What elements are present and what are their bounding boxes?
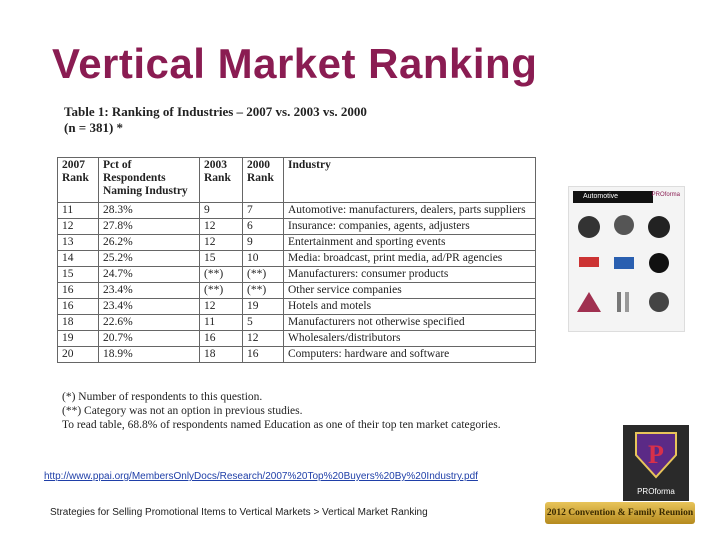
table-cell: (**) (199, 282, 243, 299)
table-cell: 13 (57, 234, 99, 251)
svg-text:P: P (648, 440, 664, 469)
catalog-image: Automotive PROforma (568, 186, 685, 332)
table-subcaption: (n = 381) * (64, 120, 124, 135)
table-cell: 16 (242, 346, 284, 363)
header-row: 2007 Rank Pct of Respondents Naming Indus… (57, 157, 536, 203)
table-row: 16 23.4% (**) (**) Other service companies (57, 282, 536, 299)
table-cell: Media: broadcast, print media, ad/PR age… (283, 250, 536, 267)
table-cell: 19 (57, 330, 99, 347)
table-cell: 11 (57, 202, 99, 219)
table-row: 20 18.9% 18 16 Computers: hardware and softw… (57, 346, 536, 363)
table-cell: Automotive: manufacturers, dealers, part… (283, 202, 536, 219)
table-cell: (**) (242, 282, 284, 299)
table-cell: 10 (242, 250, 284, 267)
table-cell: 23.4% (98, 282, 200, 299)
table-cell: 12 (199, 234, 243, 251)
table-cell: 6 (242, 218, 284, 235)
convention-badge: 2012 Convention & Family Reunion (545, 502, 695, 524)
table-row: 14 25.2% 15 10 Media: broadcast, print media… (57, 250, 536, 267)
table-row: 15 24.7% (**) (**) Manufacturers: consumer p… (57, 266, 536, 283)
table-note: To read table, 68.8% of respondents name… (62, 419, 501, 431)
table-cell: 16 (199, 330, 243, 347)
catalog-products (577, 215, 670, 312)
logo-shield: P (635, 432, 677, 479)
table-row: 16 23.4% 12 19 Hotels and motels (57, 298, 536, 315)
ranking-table: 2007 Rank Pct of Respondents Naming Indus… (57, 157, 536, 363)
table-cell: Hotels and motels (283, 298, 536, 315)
header-cell: Industry (283, 157, 536, 203)
table-row: 18 22.6% 11 5 Manufacturers not otherwise sp… (57, 314, 536, 331)
table-cell: 20.7% (98, 330, 200, 347)
catalog-heading: Automotive (573, 191, 653, 203)
table-cell: 15 (199, 250, 243, 267)
table-cell: Computers: hardware and software (283, 346, 536, 363)
proforma-logo: P PROforma (623, 425, 689, 501)
table-cell: 25.2% (98, 250, 200, 267)
header-cell: 2007 Rank (57, 157, 99, 203)
table-cell: 18.9% (98, 346, 200, 363)
table-cell: 24.7% (98, 266, 200, 283)
table-cell: 14 (57, 250, 99, 267)
table-row: 12 27.8% 12 6 Insurance: companies, agents, … (57, 218, 536, 235)
table-cell: 12 (242, 330, 284, 347)
table-row: 19 20.7% 16 12 Wholesalers/distributors (57, 330, 536, 347)
table-cell: 18 (57, 314, 99, 331)
table-cell: 26.2% (98, 234, 200, 251)
table-cell: (**) (242, 266, 284, 283)
table-cell: 7 (242, 202, 284, 219)
header-cell: Pct of Respondents Naming Industry (98, 157, 200, 203)
source-link[interactable]: http://www.ppai.org/MembersOnlyDocs/Rese… (44, 471, 478, 482)
table-cell: 22.6% (98, 314, 200, 331)
table-cell: Other service companies (283, 282, 536, 299)
table-cell: 23.4% (98, 298, 200, 315)
table-cell: 15 (57, 266, 99, 283)
table-cell: 9 (242, 234, 284, 251)
header-cell: 2000 Rank (242, 157, 284, 203)
header-cell: 2003 Rank (199, 157, 243, 203)
table-cell: 16 (57, 298, 99, 315)
table-cell: Manufacturers not otherwise specified (283, 314, 536, 331)
table-cell: Wholesalers/distributors (283, 330, 536, 347)
table-cell: 19 (242, 298, 284, 315)
table-cell: 27.8% (98, 218, 200, 235)
table-cell: 5 (242, 314, 284, 331)
table-cell: 12 (199, 298, 243, 315)
table-cell: 12 (199, 218, 243, 235)
table-cell: (**) (199, 266, 243, 283)
table-notes: (*) Number of respondents to this questi… (62, 390, 501, 432)
table-cell: 18 (199, 346, 243, 363)
footer: Strategies for Selling Promotional Items… (50, 507, 428, 518)
table-note: (**) Category was not an option in previ… (62, 405, 303, 417)
table-cell: 16 (57, 282, 99, 299)
table-cell: 20 (57, 346, 99, 363)
slide-title: Vertical Market Ranking (52, 40, 538, 87)
table-cell: 11 (199, 314, 243, 331)
table-note: (*) Number of respondents to this questi… (62, 391, 263, 403)
table-cell: 9 (199, 202, 243, 219)
table-cell: Entertainment and sporting events (283, 234, 536, 251)
logo-brand: PROforma (637, 487, 675, 496)
table-row: 13 26.2% 12 9 Entertainment and sporting eve… (57, 234, 536, 251)
catalog-brand: PROforma (651, 192, 680, 198)
table-cell: Insurance: companies, agents, adjusters (283, 218, 536, 235)
table-cell: Manufacturers: consumer products (283, 266, 536, 283)
table-caption: Table 1: Ranking of Industries – 2007 vs… (64, 104, 367, 119)
table-cell: 28.3% (98, 202, 200, 219)
table-row: 11 28.3% 9 7 Automotive: manufacturers, deal… (57, 202, 536, 219)
table-cell: 12 (57, 218, 99, 235)
